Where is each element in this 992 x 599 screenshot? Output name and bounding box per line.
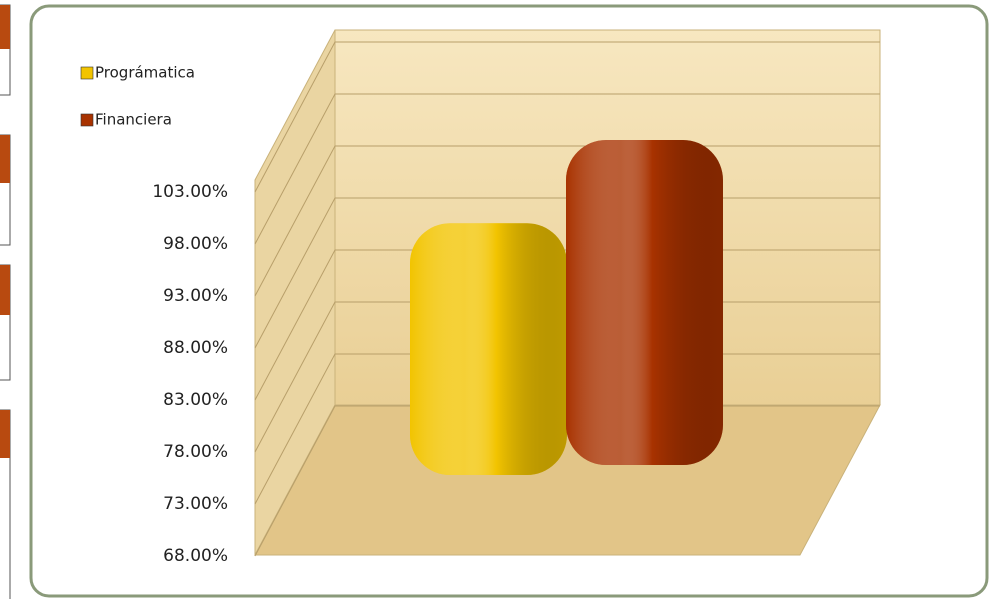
y-tick-label: 83.00% [163, 390, 228, 410]
y-tick-label: 93.00% [163, 286, 228, 306]
y-tick-label: 73.00% [163, 494, 228, 514]
bar-shade [566, 140, 723, 465]
y-tick-label: 68.00% [163, 546, 228, 566]
y-tick-label: 98.00% [163, 234, 228, 254]
y-tick-label: 103.00% [152, 182, 228, 202]
grid-line [254, 41, 880, 193]
legend-label: Financiera [95, 111, 172, 129]
legend-label: Prográmatica [95, 64, 195, 82]
legend-swatch [80, 113, 94, 127]
side-panels [0, 4, 11, 599]
bar-shade [410, 223, 567, 475]
grid-line [254, 93, 880, 245]
legend-swatch [80, 66, 94, 80]
y-tick-label: 88.00% [163, 338, 228, 358]
y-tick-label: 78.00% [163, 442, 228, 462]
